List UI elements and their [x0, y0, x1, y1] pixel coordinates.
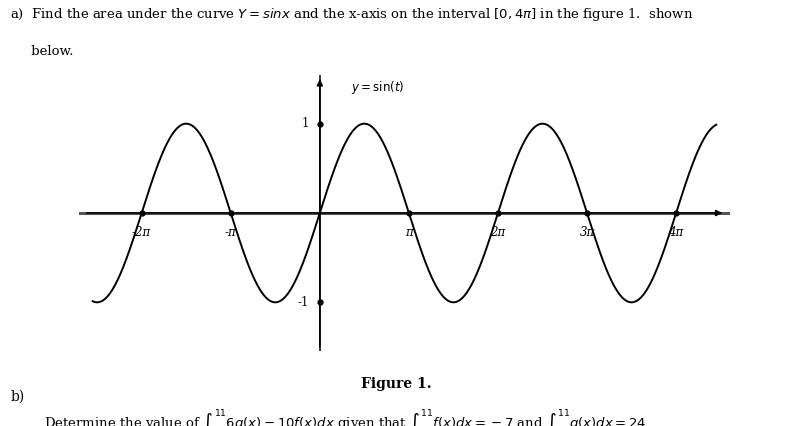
Text: π: π: [405, 225, 413, 239]
Text: 1: 1: [302, 117, 309, 130]
Text: a)  Find the area under the curve $Y = sinx$ and the x-axis on the interval $[0,: a) Find the area under the curve $Y = si…: [10, 6, 694, 23]
Text: 3π: 3π: [580, 225, 595, 239]
Text: $y = \sin(t)$: $y = \sin(t)$: [351, 79, 404, 96]
Text: -1: -1: [297, 296, 309, 309]
Text: 2π: 2π: [490, 225, 506, 239]
Text: -π: -π: [225, 225, 236, 239]
Text: Figure 1.: Figure 1.: [361, 377, 432, 391]
Text: Determine the value of $\int_6^{11} 6g(x)-10f(x)dx$ given that $\int_6^{11} f(x): Determine the value of $\int_6^{11} 6g(x…: [44, 407, 649, 426]
Text: b): b): [10, 390, 25, 404]
Text: below.: below.: [10, 45, 74, 58]
Text: -2π: -2π: [132, 225, 151, 239]
Text: 4π: 4π: [668, 225, 684, 239]
